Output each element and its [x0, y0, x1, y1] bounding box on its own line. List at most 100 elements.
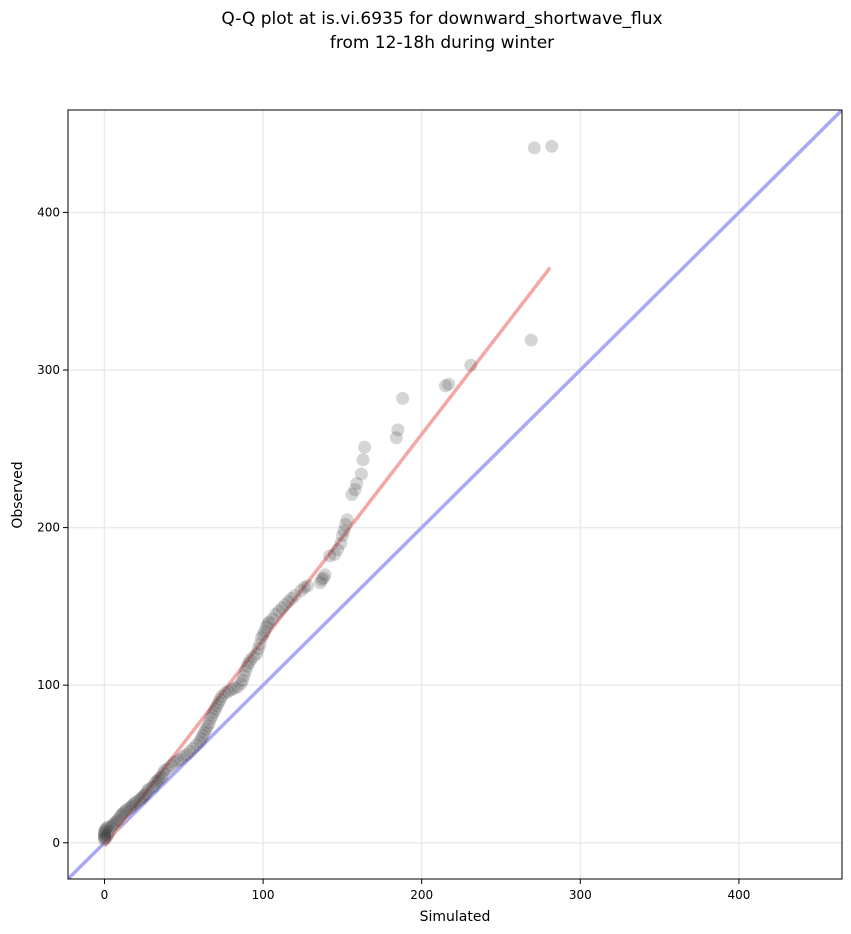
data-point-0-18: [113, 809, 127, 823]
data-point-0-127: [527, 141, 541, 155]
data-point-0-115: [348, 483, 362, 497]
y-tick-label-1: 100: [37, 678, 60, 692]
data-point-0-27: [129, 795, 143, 809]
data-point-0-36: [147, 779, 161, 793]
data-point-0-41: [155, 770, 169, 784]
data-point-0-0: [97, 833, 111, 847]
data-point-0-16: [110, 814, 124, 828]
x-axis-label: Simulated: [420, 909, 491, 925]
data-point-0-13: [105, 818, 119, 832]
data-point-0-120: [389, 431, 403, 445]
data-point-0-113: [340, 513, 354, 527]
data-point-0-86: [256, 628, 270, 642]
data-point-0-43: [158, 763, 172, 777]
data-point-0-62: [205, 708, 219, 722]
data-point-0-26: [128, 796, 142, 810]
x-tick-label-1: 100: [252, 888, 275, 902]
data-point-0-19: [115, 807, 129, 821]
data-point-0-99: [294, 584, 308, 598]
data-point-0-30: [136, 790, 150, 804]
y-tick-label-0: 0: [52, 836, 60, 850]
data-point-0-57: [197, 725, 211, 739]
data-point-0-37: [148, 776, 162, 790]
data-point-0-89: [261, 617, 275, 631]
data-point-0-4: [97, 826, 111, 840]
data-point-0-3: [97, 828, 111, 842]
data-point-0-96: [281, 595, 295, 609]
data-point-0-98: [288, 588, 302, 602]
data-point-0-55: [194, 732, 208, 746]
data-point-0-128: [545, 139, 559, 153]
data-point-0-52: [186, 741, 200, 755]
data-point-0-6: [98, 823, 112, 837]
data-point-0-83: [251, 642, 265, 656]
data-point-0-44: [161, 762, 175, 776]
data-point-0-5: [97, 825, 111, 839]
data-point-0-17: [112, 812, 126, 826]
data-point-0-29: [134, 792, 148, 806]
data-point-0-112: [339, 517, 353, 531]
data-point-0-95: [278, 598, 292, 612]
data-point-0-126: [524, 333, 538, 347]
data-point-0-67: [213, 692, 227, 706]
data-point-0-103: [315, 573, 329, 587]
data-point-0-45: [164, 759, 178, 773]
data-point-0-71: [224, 683, 238, 697]
data-point-0-72: [228, 681, 242, 695]
data-point-0-59: [201, 719, 215, 733]
data-point-0-109: [334, 536, 348, 550]
plot-frame: [67, 109, 843, 880]
data-point-0-97: [285, 592, 299, 606]
data-point-0-21: [118, 804, 132, 818]
data-point-0-48: [174, 752, 188, 766]
data-point-0-69: [218, 686, 232, 700]
data-point-0-90: [262, 615, 276, 629]
x-tick-label-2: 200: [410, 888, 433, 902]
data-point-0-24: [124, 800, 138, 814]
data-point-0-23: [123, 801, 137, 815]
data-point-0-74: [234, 677, 248, 691]
data-point-0-77: [239, 664, 253, 678]
data-point-0-15: [109, 815, 123, 829]
data-point-0-35: [145, 781, 159, 795]
data-point-0-58: [199, 722, 213, 736]
data-point-0-53: [189, 738, 203, 752]
data-point-0-25: [126, 798, 140, 812]
data-point-0-47: [170, 754, 184, 768]
data-point-0-111: [337, 524, 351, 538]
data-point-0-101: [300, 579, 314, 593]
x-tick-label-0: 0: [101, 888, 109, 902]
y-axis-ticks: 0 100 200 300 400: [37, 205, 68, 850]
fit-line: [103, 266, 552, 847]
data-point-0-91: [266, 612, 280, 626]
grid-lines: [68, 110, 842, 879]
data-point-0-70: [221, 684, 235, 698]
data-point-0-1: [97, 831, 111, 845]
data-point-0-75: [235, 673, 249, 687]
data-point-0-20: [117, 806, 131, 820]
data-point-0-46: [167, 755, 181, 769]
data-point-0-54: [193, 735, 207, 749]
data-point-0-81: [247, 650, 261, 664]
data-point-0-104: [316, 571, 330, 585]
data-point-0-39: [151, 773, 165, 787]
y-tick-label-2: 200: [37, 521, 60, 535]
identity-line: [68, 110, 842, 879]
data-point-0-64: [209, 702, 223, 716]
data-point-0-61: [204, 711, 218, 725]
data-point-0-93: [272, 604, 286, 618]
plot-area: [68, 110, 842, 879]
data-point-0-122: [396, 391, 410, 405]
data-point-0-107: [327, 547, 341, 561]
data-point-0-125: [464, 358, 478, 372]
x-tick-label-4: 400: [727, 888, 750, 902]
data-point-0-68: [215, 689, 229, 703]
data-point-0-31: [137, 788, 151, 802]
data-point-0-65: [210, 699, 224, 713]
data-point-0-9: [101, 828, 115, 842]
data-point-0-40: [153, 771, 167, 785]
data-point-0-94: [275, 601, 289, 615]
data-point-0-84: [253, 637, 267, 651]
data-point-0-33: [140, 784, 154, 798]
data-point-0-51: [183, 744, 197, 758]
